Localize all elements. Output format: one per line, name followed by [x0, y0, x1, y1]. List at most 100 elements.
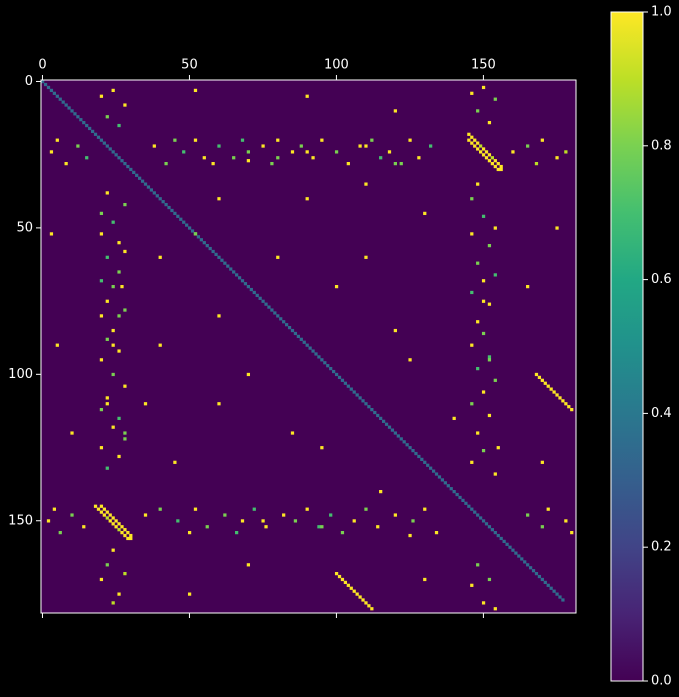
cell	[358, 595, 362, 599]
cell	[481, 390, 486, 394]
cell	[552, 589, 556, 593]
cell	[111, 88, 115, 93]
y-tick-label: 150	[8, 513, 33, 528]
cell	[473, 510, 477, 514]
cell	[567, 405, 571, 409]
cell	[443, 481, 447, 485]
cell	[317, 355, 321, 359]
cell	[405, 443, 409, 447]
cell	[502, 539, 506, 544]
cell	[138, 176, 142, 180]
cell	[64, 103, 68, 107]
cell	[179, 217, 183, 221]
cell	[246, 150, 251, 154]
cell	[249, 287, 253, 292]
cell	[493, 378, 497, 382]
cell	[487, 121, 492, 125]
cell	[158, 255, 162, 259]
cell	[526, 513, 530, 517]
y-tick-label: 50	[16, 220, 33, 235]
cell	[408, 446, 412, 450]
cell	[73, 112, 77, 116]
cell	[173, 460, 177, 464]
cell	[508, 545, 512, 549]
cell	[99, 408, 104, 412]
cell	[270, 162, 274, 166]
cell	[476, 182, 480, 186]
cell	[123, 572, 127, 576]
cell	[193, 232, 198, 236]
cell	[476, 261, 480, 265]
cell	[496, 533, 500, 538]
cell	[520, 557, 524, 561]
cell	[217, 197, 221, 201]
cell	[308, 346, 312, 350]
cell	[361, 399, 365, 403]
cell	[111, 425, 115, 429]
cell	[261, 144, 265, 148]
cell	[543, 381, 547, 385]
cell	[340, 531, 345, 535]
x-tick-label: 50	[181, 58, 198, 73]
cell	[487, 355, 492, 359]
cell	[517, 554, 521, 558]
cell	[367, 604, 371, 608]
cell	[476, 513, 480, 517]
cell	[246, 372, 251, 377]
cell	[334, 285, 339, 289]
cell	[546, 384, 550, 388]
cell	[246, 159, 251, 163]
cell	[493, 472, 497, 476]
cell	[555, 156, 559, 160]
cell	[364, 507, 368, 511]
cell	[487, 413, 492, 418]
cell	[540, 138, 544, 142]
cell	[352, 390, 356, 394]
cell	[470, 141, 474, 145]
cell	[252, 290, 256, 295]
cell	[205, 244, 209, 248]
cell	[93, 132, 98, 136]
cell	[481, 214, 486, 218]
cell	[340, 577, 345, 582]
cell	[240, 519, 245, 523]
cell	[534, 572, 539, 576]
cell	[526, 144, 530, 148]
cell	[379, 156, 383, 160]
cell	[490, 162, 494, 166]
cell	[185, 223, 189, 227]
cell	[476, 147, 480, 151]
cell	[276, 138, 280, 142]
cell	[296, 334, 300, 339]
cell	[164, 162, 168, 166]
cell	[99, 138, 104, 142]
cell	[487, 244, 492, 248]
cell	[290, 328, 295, 333]
cell	[70, 431, 74, 435]
cell	[223, 261, 227, 265]
cell	[461, 498, 465, 503]
cell	[208, 246, 212, 251]
cell	[334, 150, 339, 154]
heatmap	[41, 80, 576, 613]
cell	[264, 302, 268, 306]
cell	[387, 150, 392, 154]
cell	[481, 601, 486, 605]
cell	[493, 159, 497, 163]
cell	[402, 440, 406, 444]
cell	[108, 147, 112, 151]
cell	[199, 238, 203, 242]
cell	[211, 249, 215, 254]
cell	[476, 563, 480, 567]
cell	[55, 138, 59, 142]
cell	[117, 454, 121, 459]
cell	[193, 507, 198, 511]
cell	[487, 525, 492, 529]
cell	[123, 437, 127, 441]
cell	[105, 337, 109, 341]
cell	[120, 531, 124, 535]
cell	[64, 162, 68, 166]
cell	[493, 164, 497, 169]
cell	[476, 320, 480, 324]
cell	[440, 478, 445, 482]
